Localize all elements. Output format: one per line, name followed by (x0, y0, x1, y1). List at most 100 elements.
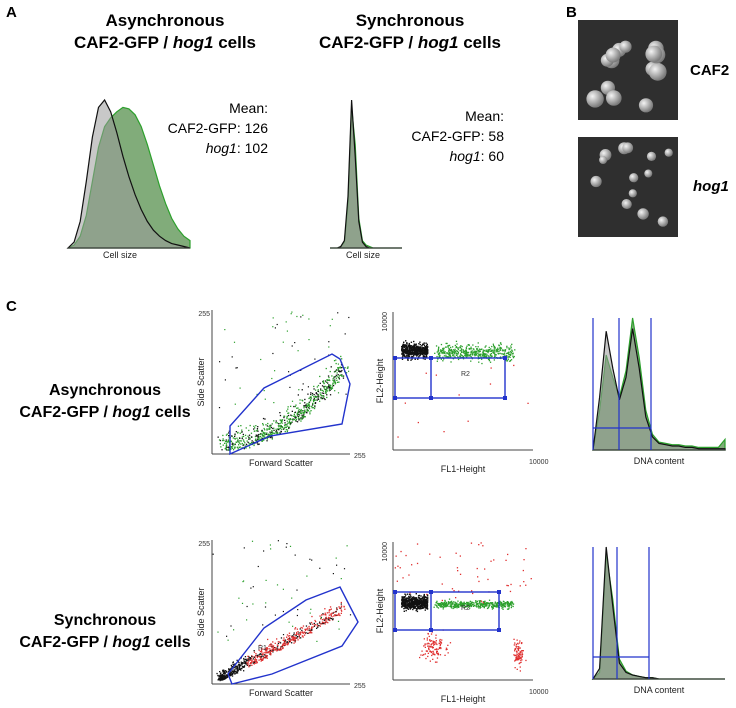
point (459, 604, 461, 606)
point (419, 607, 421, 609)
point (423, 606, 426, 608)
point (437, 349, 439, 352)
point (455, 552, 457, 554)
point (420, 598, 422, 600)
point (446, 604, 448, 606)
point (303, 407, 305, 409)
point (426, 349, 428, 352)
point (414, 358, 416, 360)
point (408, 593, 411, 596)
point (423, 342, 425, 344)
point (511, 602, 514, 604)
point (291, 345, 293, 347)
point (456, 347, 459, 349)
x-tick-max: 10000 (529, 689, 549, 696)
point (472, 344, 474, 346)
point (450, 604, 452, 606)
point (220, 677, 222, 679)
point (421, 650, 423, 652)
point (325, 620, 327, 622)
point (471, 601, 473, 603)
point (230, 671, 232, 673)
point (403, 605, 406, 607)
point (289, 641, 291, 643)
point (403, 596, 405, 598)
point (306, 403, 308, 405)
point (452, 346, 454, 348)
histogram-sync-cell-size (330, 99, 402, 249)
point (294, 640, 296, 642)
point (344, 367, 346, 369)
point (445, 356, 447, 358)
point (328, 614, 330, 616)
point (486, 602, 488, 605)
point (466, 601, 468, 604)
gate-handle (393, 628, 397, 632)
point (404, 602, 407, 604)
point (482, 352, 484, 354)
point (495, 349, 497, 351)
point (299, 634, 301, 636)
point (474, 350, 477, 352)
point (334, 381, 336, 383)
point (280, 647, 282, 649)
point (423, 344, 426, 347)
point (424, 606, 427, 608)
point (279, 427, 281, 430)
point (262, 431, 265, 433)
point (324, 398, 326, 401)
point (500, 356, 502, 358)
point (480, 353, 482, 355)
point (418, 594, 421, 597)
point (458, 590, 460, 592)
point (277, 642, 280, 645)
point (326, 394, 328, 396)
row-label-async: Asynchronous CAF2-GFP / hog1 cells (10, 380, 200, 424)
point (407, 345, 409, 347)
point (264, 657, 266, 659)
point (407, 356, 409, 358)
point (323, 618, 325, 620)
point (264, 650, 267, 652)
point (422, 604, 424, 606)
cell (646, 151, 657, 161)
point (416, 610, 419, 613)
point (443, 358, 445, 360)
point (423, 352, 425, 354)
point (340, 578, 342, 580)
point (419, 602, 422, 605)
point (324, 612, 326, 614)
point (338, 381, 340, 383)
point (456, 603, 458, 605)
point (416, 600, 418, 602)
point (246, 663, 248, 665)
point (505, 359, 507, 361)
point (426, 601, 428, 603)
point (288, 637, 290, 640)
point (518, 646, 520, 648)
point (438, 353, 440, 356)
point (520, 656, 522, 658)
point (269, 644, 271, 646)
point (399, 567, 401, 569)
title-line1: Asynchronous (105, 11, 225, 30)
point (334, 382, 337, 384)
point (405, 350, 407, 352)
point (403, 341, 405, 343)
point (283, 639, 285, 641)
point (291, 636, 293, 638)
point (454, 606, 457, 608)
point (457, 605, 459, 607)
point (237, 425, 240, 427)
point (424, 600, 426, 602)
point (239, 437, 241, 439)
point (334, 379, 336, 381)
point (434, 352, 436, 354)
point (238, 668, 241, 671)
point (415, 353, 417, 355)
point (436, 657, 439, 659)
point (260, 656, 262, 658)
point (230, 448, 232, 450)
point (290, 422, 292, 425)
